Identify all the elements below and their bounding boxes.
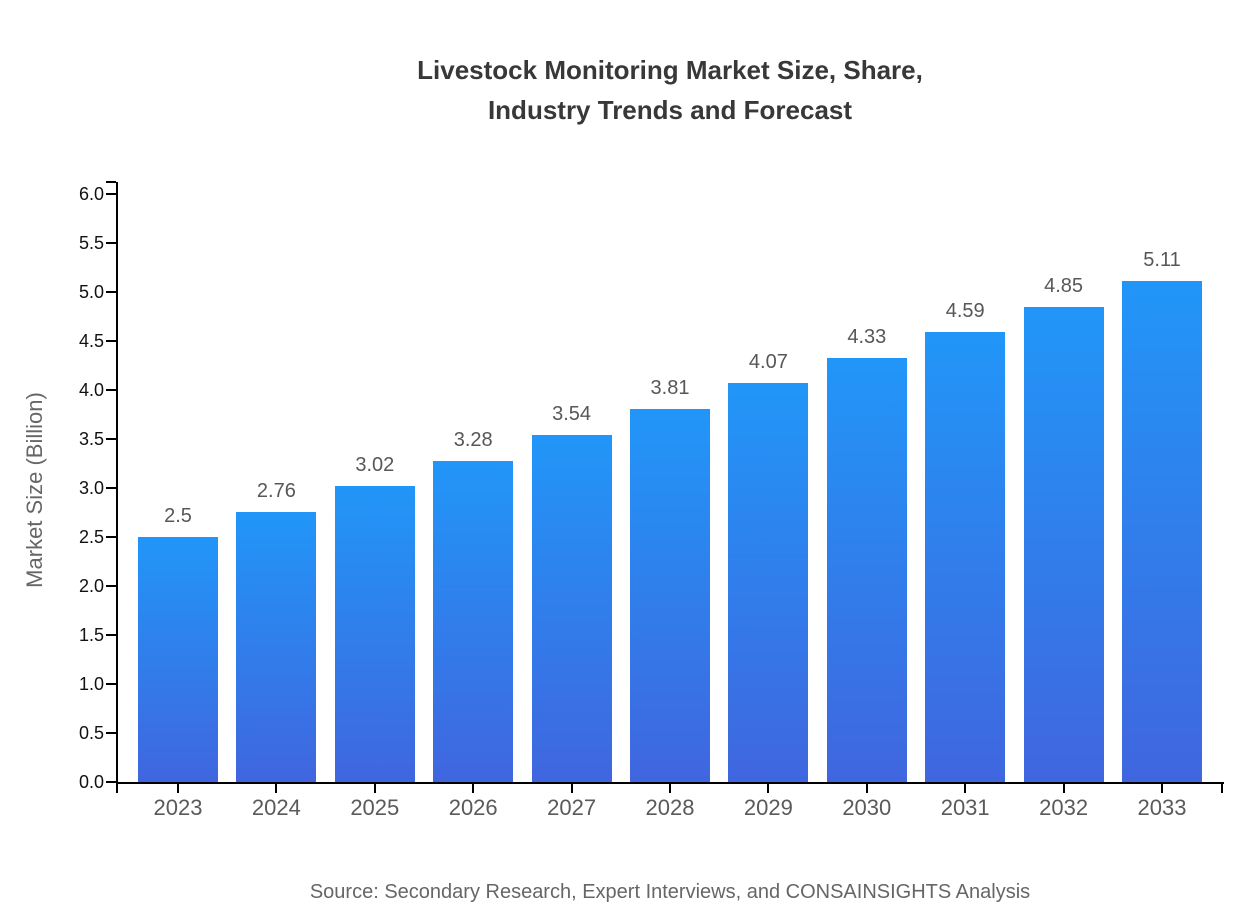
y-tick-mark [106, 242, 116, 244]
source-note: Source: Secondary Research, Expert Inter… [309, 881, 1031, 903]
y-tick-label: 5.0 [78, 282, 104, 302]
y-tick-mark [106, 291, 116, 293]
x-tick-mark [177, 782, 179, 793]
y-tick-label: 5.5 [78, 233, 104, 253]
x-tick-label: 2029 [743, 795, 793, 820]
x-tick-label: 2026 [448, 795, 498, 820]
chart-title: Livestock Monitoring Market Size, Share,… [118, 50, 1222, 130]
bar-value-label: 3.02 [355, 454, 395, 476]
x-tick-mark [275, 782, 278, 793]
x-tick-label: 2025 [350, 795, 400, 820]
y-tick-label: 2.5 [78, 527, 104, 547]
bar-2032 [1023, 307, 1104, 782]
y-tick-label: 4.5 [78, 331, 104, 351]
y-tick-label: 4.0 [78, 380, 104, 400]
x-tick-label: 2027 [547, 795, 597, 820]
bar-value-label: 4.59 [945, 300, 985, 322]
bar-value-label: 4.07 [748, 351, 788, 373]
y-tick-label: 3.5 [78, 429, 104, 449]
x-tick-label: 2033 [1137, 795, 1187, 820]
x-tick-mark [767, 782, 770, 793]
chart-title-line-2: Industry Trends and Forecast [487, 95, 853, 125]
y-axis-end-cap [106, 181, 116, 183]
chart-title-line-1: Livestock Monitoring Market Size, Share, [417, 55, 923, 85]
y-tick-label: 6.0 [78, 184, 104, 204]
y-tick-label: 0.0 [78, 772, 104, 792]
x-tick-mark [1161, 782, 1163, 793]
bar-value-label: 3.54 [552, 403, 592, 425]
x-axis-end-cap [1221, 782, 1223, 793]
x-tick-label: 2024 [251, 795, 301, 820]
bar-2026 [433, 461, 514, 782]
x-axis-end-cap [116, 782, 118, 793]
bar-value-label: 2.76 [256, 480, 296, 502]
y-tick-label: 0.5 [78, 723, 104, 743]
bar-2031 [925, 332, 1006, 782]
x-tick-mark [865, 782, 868, 793]
x-tick-mark [1062, 782, 1065, 793]
x-tick-mark [669, 782, 671, 793]
bar-value-label: 3.28 [453, 429, 493, 451]
x-tick-label: 2028 [645, 795, 695, 820]
bar-value-label: 2.5 [164, 505, 192, 527]
y-tick-mark [106, 732, 116, 734]
x-tick-mark [472, 782, 475, 793]
bar-2029 [728, 383, 809, 782]
x-tick-label: 2031 [940, 795, 990, 820]
y-tick-mark [106, 781, 116, 783]
bar-2023 [138, 537, 218, 782]
x-tick-label: 2032 [1039, 795, 1089, 820]
bar-2027 [531, 435, 612, 782]
y-axis-line [116, 182, 118, 784]
y-tick-label: 1.5 [78, 625, 104, 645]
bar-2024 [236, 512, 317, 782]
x-axis-line [116, 782, 1224, 784]
y-tick-mark [106, 438, 116, 440]
y-tick-mark [106, 683, 116, 685]
y-tick-mark [106, 389, 116, 391]
bar-2030 [826, 358, 907, 782]
x-tick-mark [964, 782, 967, 793]
x-tick-label: 2023 [153, 795, 203, 820]
y-tick-mark [106, 536, 116, 538]
bar-2028 [630, 409, 710, 782]
y-tick-mark [106, 193, 116, 195]
y-tick-mark [106, 340, 116, 342]
bar-value-label: 4.33 [847, 326, 887, 348]
bar-value-label: 3.81 [650, 377, 690, 399]
y-tick-label: 3.0 [78, 478, 104, 498]
y-tick-label: 2.0 [78, 576, 104, 596]
bar-value-label: 5.11 [1143, 249, 1181, 271]
bar-value-label: 4.85 [1044, 275, 1084, 297]
y-tick-label: 1.0 [78, 674, 104, 694]
bar-2033 [1122, 281, 1202, 782]
y-tick-mark [106, 487, 116, 489]
y-tick-mark [106, 634, 116, 636]
x-tick-label: 2030 [842, 795, 892, 820]
y-tick-mark [106, 585, 116, 587]
x-tick-mark [373, 782, 376, 793]
bar-2025 [334, 486, 415, 782]
x-tick-mark [570, 782, 573, 793]
